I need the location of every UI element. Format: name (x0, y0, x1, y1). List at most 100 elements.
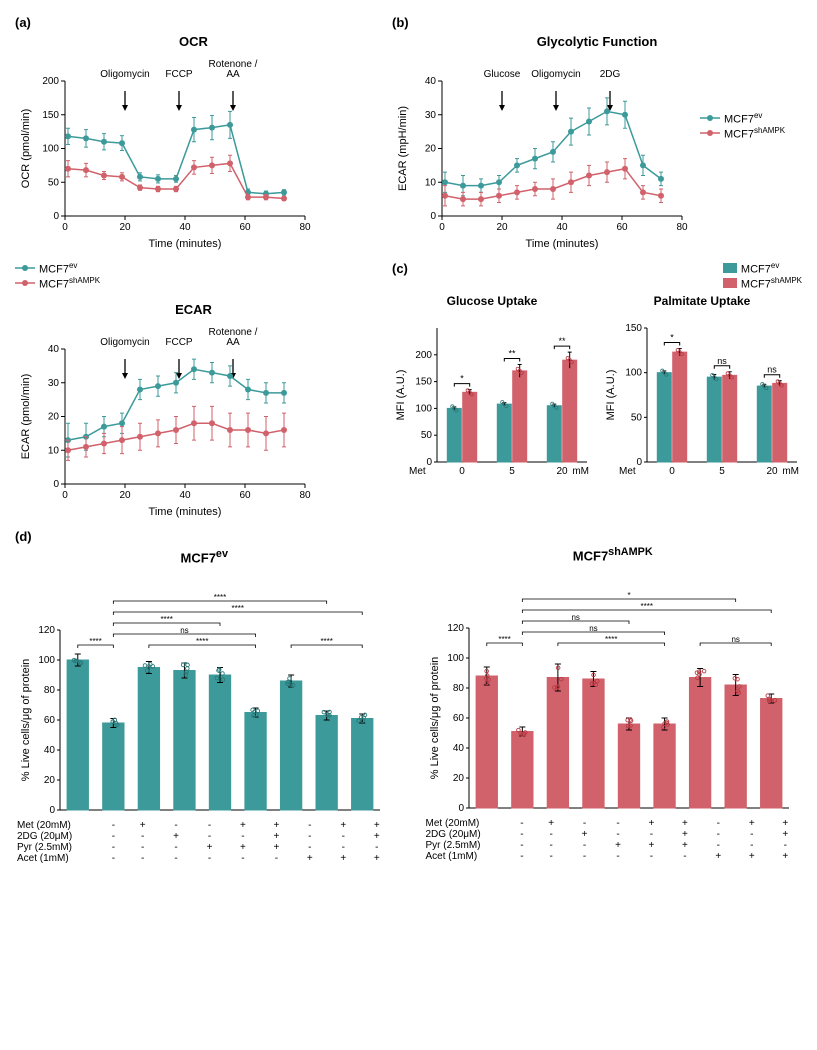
panel-a-ecar: MCF7ev MCF7shAMPK ECAR 02040608001020304… (15, 261, 372, 519)
palmitate-chart: 050100150MFI (A.U.)0*5ns20nsMetmM (602, 310, 802, 490)
legend-c: MCF7ev MCF7shAMPK (723, 261, 802, 290)
svg-text:Time (minutes): Time (minutes) (149, 238, 222, 250)
legend-a-ev: MCF7ev (15, 261, 372, 276)
svg-text:60: 60 (44, 715, 56, 726)
svg-text:150: 150 (415, 377, 432, 388)
svg-text:*: * (460, 374, 464, 384)
panel-d-label: (d) (15, 529, 394, 544)
svg-text:FCCP: FCCP (165, 337, 193, 348)
ecar-chart: 020406080010203040Time (minutes)ECAR (pm… (15, 319, 315, 519)
svg-text:****: **** (232, 604, 244, 613)
svg-text:80: 80 (299, 222, 311, 233)
glucose-title: Glucose Uptake (392, 294, 592, 308)
svg-text:**: ** (508, 349, 516, 359)
d-ev-chart: 0 20 40 60 80 100 120 % Live cells/μg of protei… (15, 568, 385, 818)
legend-sh-label: MCF7shAMPK (724, 126, 785, 141)
legend-a-sh: MCF7shAMPK (15, 276, 372, 291)
panel-a-label: (a) (15, 15, 372, 30)
svg-text:Met: Met (619, 466, 636, 477)
svg-text:20: 20 (766, 466, 778, 477)
svg-text:60: 60 (239, 490, 251, 501)
panel-c: (c) MCF7ev MCF7shAMPK Glucose Uptake 050… (392, 261, 802, 519)
svg-text:0: 0 (49, 805, 55, 816)
ecar-title: ECAR (15, 302, 372, 317)
svg-text:% Live cells/μg of protein: % Live cells/μg of protein (20, 658, 32, 781)
legend-ev-label: MCF7ev (724, 111, 762, 126)
svg-text:100: 100 (415, 404, 432, 415)
svg-text:Time (minutes): Time (minutes) (149, 506, 222, 518)
glucose-uptake: Glucose Uptake 050100150200MFI (A.U.)0*5… (392, 294, 592, 490)
svg-text:100: 100 (625, 368, 642, 379)
svg-text:ns: ns (589, 624, 597, 633)
svg-text:FCCP: FCCP (165, 69, 193, 80)
svg-text:20: 20 (48, 412, 60, 423)
svg-text:****: **** (604, 635, 616, 644)
svg-text:40: 40 (179, 490, 191, 501)
svg-text:Oligomycin: Oligomycin (100, 337, 149, 348)
svg-text:100: 100 (38, 655, 55, 666)
svg-text:150: 150 (625, 323, 642, 334)
svg-text:120: 120 (38, 625, 55, 636)
d-ev-title: MCF7ev (15, 548, 394, 565)
panel-d-ev: (d) MCF7ev 0 20 40 60 80 100 120 % Live cells/μ… (15, 529, 394, 863)
svg-text:Oligomycin: Oligomycin (531, 69, 580, 80)
svg-text:OCR (pmol/min): OCR (pmol/min) (20, 109, 32, 188)
svg-text:0: 0 (430, 211, 436, 222)
svg-text:ns: ns (717, 356, 727, 366)
svg-text:0: 0 (636, 457, 642, 468)
svg-text:**: ** (558, 336, 566, 346)
svg-text:40: 40 (425, 76, 437, 87)
panel-b: (b) Glycolytic Function 0204060800102030… (392, 15, 802, 251)
svg-text:ns: ns (731, 635, 739, 644)
panel-b-label: (b) (392, 15, 802, 30)
svg-text:*: * (627, 591, 630, 600)
svg-text:20: 20 (119, 222, 131, 233)
svg-text:150: 150 (42, 110, 59, 121)
svg-text:20: 20 (44, 775, 56, 786)
svg-text:ns: ns (180, 626, 188, 635)
svg-text:120: 120 (447, 623, 464, 634)
svg-text:50: 50 (421, 431, 433, 442)
panel-d: (d) MCF7ev 0 20 40 60 80 100 120 % Live cells/μ… (15, 529, 802, 863)
svg-text:****: **** (640, 602, 652, 611)
ocr-title: OCR (15, 34, 372, 49)
panel-c-label: (c) (392, 261, 408, 276)
svg-text:60: 60 (239, 222, 251, 233)
svg-text:40: 40 (44, 745, 56, 756)
palmitate-uptake: Palmitate Uptake 050100150MFI (A.U.)0*5n… (602, 294, 802, 490)
svg-text:MFI (A.U.): MFI (A.U.) (395, 370, 407, 421)
svg-text:80: 80 (676, 222, 688, 233)
svg-text:0: 0 (669, 466, 675, 477)
svg-text:80: 80 (44, 685, 56, 696)
svg-text:30: 30 (48, 378, 60, 389)
svg-text:50: 50 (631, 413, 643, 424)
svg-text:0: 0 (53, 211, 59, 222)
svg-text:2DG: 2DG (600, 69, 621, 80)
svg-text:****: **** (196, 637, 208, 646)
panel-a-ocr: (a) OCR 020406080050100150200Time (minut… (15, 15, 372, 251)
svg-text:200: 200 (42, 76, 59, 87)
svg-text:****: **** (89, 637, 101, 646)
legend-ev: MCF7ev (700, 111, 785, 126)
svg-text:200: 200 (415, 350, 432, 361)
svg-text:20: 20 (496, 222, 508, 233)
svg-text:ECAR (mpH/min): ECAR (mpH/min) (397, 106, 409, 191)
svg-text:AA: AA (226, 337, 240, 348)
d-sh-title: MCF7shAMPK (424, 546, 803, 563)
svg-text:0: 0 (439, 222, 445, 233)
svg-text:****: **** (320, 637, 332, 646)
svg-text:20: 20 (556, 466, 568, 477)
svg-text:30: 30 (425, 110, 437, 121)
svg-text:60: 60 (452, 713, 464, 724)
svg-text:ns: ns (571, 613, 579, 622)
svg-text:ECAR (pmol/min): ECAR (pmol/min) (20, 374, 32, 460)
svg-text:Oligomycin: Oligomycin (100, 69, 149, 80)
svg-text:Glucose: Glucose (484, 69, 521, 80)
svg-text:Time (minutes): Time (minutes) (526, 238, 599, 250)
svg-text:5: 5 (719, 466, 725, 477)
svg-text:100: 100 (42, 144, 59, 155)
d-ev-treatments: Met (20mM)-+--++-++2DG (20μM)--+--+--+Py… (15, 820, 394, 864)
legend-sh: MCF7shAMPK (700, 126, 785, 141)
legend-c-ev: MCF7ev (723, 261, 802, 276)
svg-text:0: 0 (459, 466, 465, 477)
